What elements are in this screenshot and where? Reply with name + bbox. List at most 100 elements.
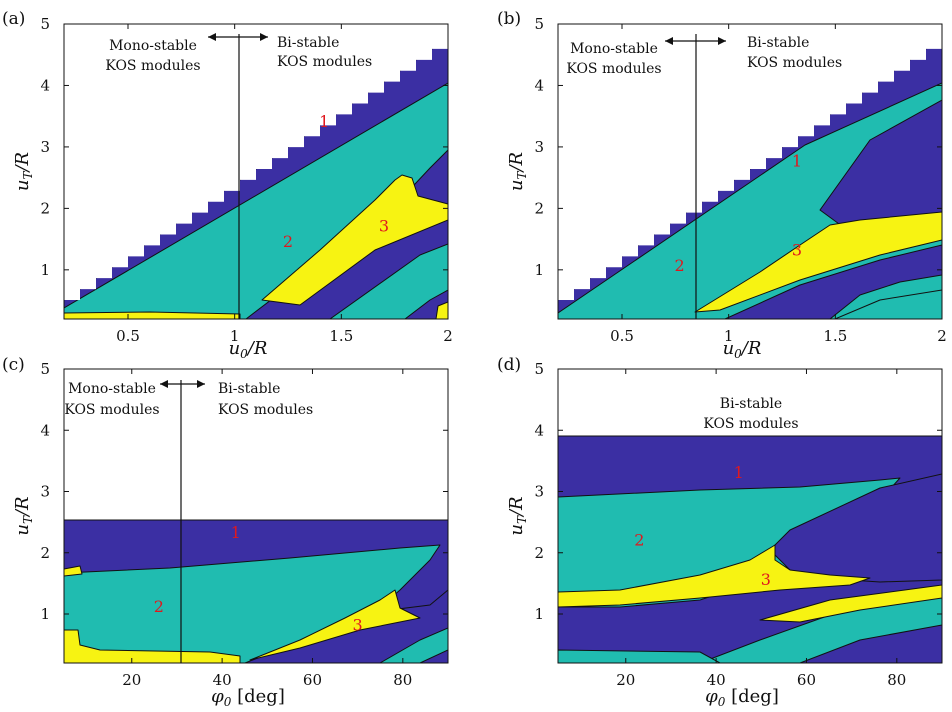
x-tick-label: 2	[443, 327, 453, 345]
y-axis-label: uT/R	[506, 496, 529, 535]
stability-annotation: Bi-stable	[747, 35, 809, 51]
y-tick-label: 2	[40, 199, 50, 217]
panel-d	[557, 368, 943, 664]
y-tick-label: 3	[534, 138, 544, 156]
white-staircase-edge	[558, 24, 942, 300]
x-axis-label: φ0 [deg]	[705, 686, 779, 709]
y-tick-label: 3	[40, 483, 50, 501]
dynamic-layer: (a) 0.5 1 1.5 2 1 2 3 4 5 uT/R u0/R Mono-stable KOS m…	[2, 9, 947, 709]
region-3-left-area	[64, 629, 241, 663]
panel-b-regions	[558, 24, 942, 319]
stability-annotation: Bi-stable	[218, 381, 280, 397]
stability-annotation: KOS modules	[64, 402, 159, 418]
x-tick-label: 60	[303, 671, 322, 689]
region-label: 2	[283, 232, 293, 251]
stability-annotation: KOS modules	[747, 55, 842, 71]
arrow	[208, 33, 268, 41]
panel-tag: (d)	[497, 355, 521, 375]
y-tick-label: 2	[534, 544, 544, 562]
y-tick-label: 3	[534, 483, 544, 501]
region-3-lower-area	[759, 584, 942, 623]
y-tick-label: 2	[534, 199, 544, 217]
region-2-lower-area	[558, 589, 942, 663]
y-tick-label: 1	[40, 261, 50, 279]
arrow	[160, 380, 205, 388]
arrow	[665, 37, 726, 45]
panel-d-regions	[558, 435, 942, 663]
y-tick-label: 4	[40, 421, 50, 439]
region-1-lower-area	[724, 244, 942, 319]
region-2-area	[64, 544, 441, 663]
region-3-area	[249, 589, 421, 661]
stability-annotation: Bi-stable	[720, 396, 782, 412]
y-tick-label: 5	[40, 15, 50, 33]
region-label: 1	[734, 463, 744, 482]
x-tick-label: 80	[393, 671, 412, 689]
stability-annotation: KOS modules	[566, 61, 661, 77]
region-2-lower-area	[329, 243, 448, 319]
stability-annotation: KOS modules	[105, 58, 200, 74]
region-label: 2	[154, 597, 164, 616]
blank-region	[64, 24, 448, 300]
y-tick-label: 4	[534, 76, 544, 94]
x-axis-label: u0/R	[229, 338, 268, 361]
panel-c-regions	[64, 519, 448, 663]
region-label: 3	[792, 241, 802, 260]
region-label: 3	[379, 217, 389, 236]
y-axis-label: uT/R	[506, 152, 529, 191]
y-tick-label: 1	[534, 261, 544, 279]
panel-b	[557, 23, 943, 320]
region-3-area	[694, 211, 942, 313]
x-tick-label: 40	[213, 671, 232, 689]
plot-frame	[557, 23, 943, 320]
y-tick-label: 5	[40, 360, 50, 378]
region-label: 3	[761, 570, 771, 589]
region-2-bottom-strip	[558, 649, 721, 663]
x-tick-label: 0.5	[610, 327, 634, 345]
plot-frame	[557, 368, 943, 664]
panel-tag: (b)	[497, 9, 521, 29]
stability-annotation: KOS modules	[218, 402, 313, 418]
y-tick-label: 1	[534, 605, 544, 623]
x-tick-label: 1	[230, 327, 240, 345]
plot-frame	[63, 368, 449, 664]
blank-region	[558, 24, 942, 300]
region-label: 1	[231, 523, 241, 542]
y-axis-label: uT/R	[12, 152, 35, 191]
x-tick-label: 1.5	[823, 327, 847, 345]
y-tick-label: 4	[534, 421, 544, 439]
region-3-corner-area	[435, 301, 448, 319]
y-tick-label: 5	[534, 360, 544, 378]
panel-tag: (c)	[2, 355, 25, 375]
stability-annotation: Mono-stable	[68, 381, 156, 397]
panel-c	[63, 368, 449, 664]
region-label: 1	[792, 151, 802, 170]
stability-annotation: KOS modules	[277, 54, 372, 70]
region-3-edge-area	[64, 311, 241, 319]
region-label: 2	[634, 530, 644, 549]
stability-annotation: Mono-stable	[570, 41, 658, 57]
panel-tag: (a)	[2, 9, 25, 29]
y-axis-label: uT/R	[12, 496, 35, 535]
x-tick-label: 20	[616, 671, 635, 689]
plot-frame	[63, 23, 449, 320]
x-tick-label: 0.5	[116, 327, 140, 345]
region-label: 2	[675, 256, 685, 275]
stability-annotation: Mono-stable	[109, 38, 197, 54]
region-3-area	[558, 544, 871, 608]
stability-annotation: KOS modules	[703, 416, 798, 432]
x-tick-label: 80	[887, 671, 906, 689]
x-tick-label: 60	[797, 671, 816, 689]
x-axis-label: u0/R	[723, 338, 762, 361]
x-tick-label: 1.5	[329, 327, 353, 345]
x-tick-label: 40	[707, 671, 726, 689]
white-staircase-edge	[64, 24, 448, 300]
region-2-lower-area	[834, 289, 942, 319]
region-label: 3	[353, 615, 363, 634]
x-tick-label: 2	[937, 327, 947, 345]
x-axis-label: φ0 [deg]	[211, 686, 285, 709]
region-2-lower-area	[379, 627, 448, 663]
region-3-top-sliver	[64, 565, 83, 577]
x-tick-label: 1	[724, 327, 734, 345]
